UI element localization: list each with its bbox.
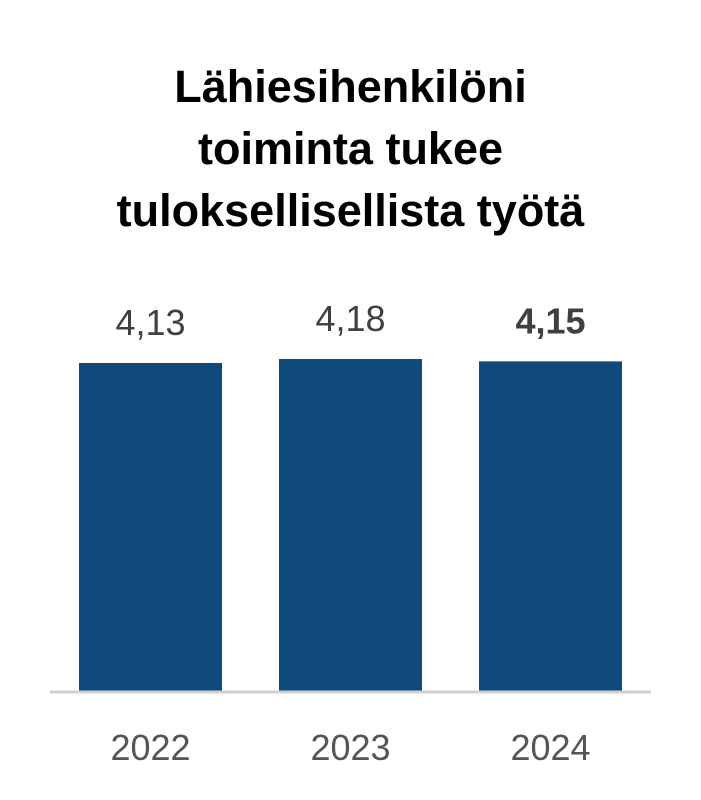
chart-title-line-3: tuloksellisellista työtä <box>116 185 585 236</box>
value-label-group: 4,13 4,18 4,15 <box>115 298 585 343</box>
x-tick-label-2022: 2022 <box>110 727 190 768</box>
value-label-2023: 4,18 <box>315 298 385 339</box>
value-label-2022: 4,13 <box>115 302 185 343</box>
bar-group <box>79 359 622 692</box>
value-label-2024: 4,15 <box>515 300 585 341</box>
x-tick-label-2023: 2023 <box>310 727 390 768</box>
bar-2024 <box>479 361 622 692</box>
chart-title-line-1: Lähiesihenkilöni <box>174 61 527 112</box>
x-tick-label-group: 2022 2023 2024 <box>110 727 590 768</box>
x-tick-label-2024: 2024 <box>510 727 590 768</box>
bar-2023 <box>279 359 422 692</box>
chart-title: Lähiesihenkilöni toiminta tukee tuloksel… <box>0 56 701 242</box>
chart-title-line-2: toiminta tukee <box>197 123 504 174</box>
bar-2022 <box>79 362 222 692</box>
